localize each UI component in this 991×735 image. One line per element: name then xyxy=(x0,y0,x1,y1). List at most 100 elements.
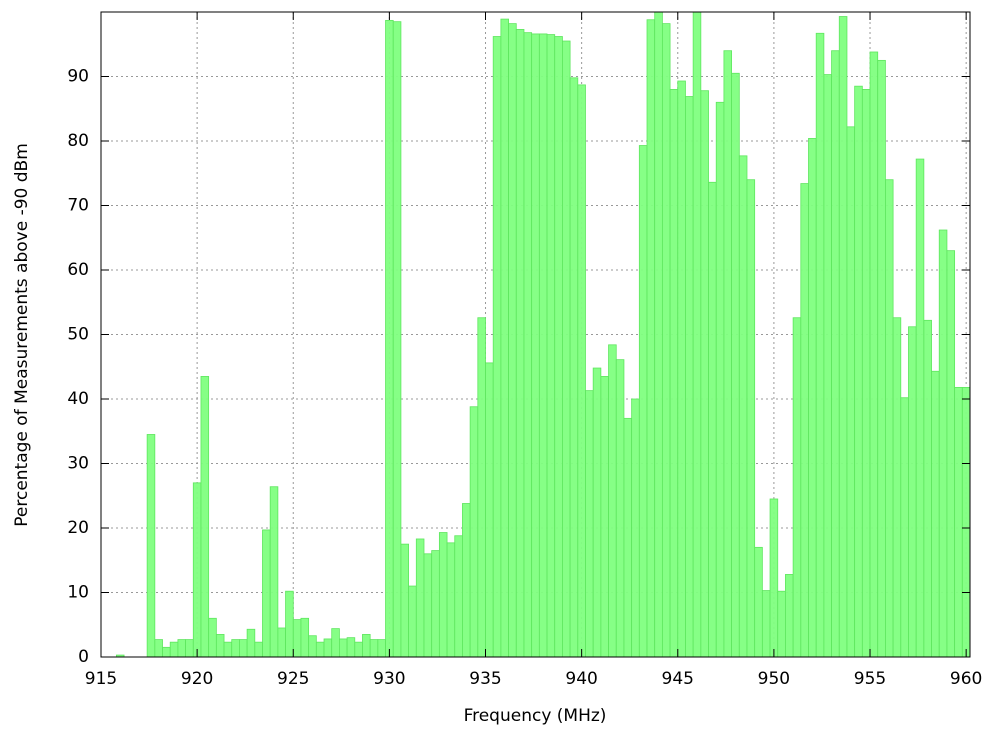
bar xyxy=(362,634,371,658)
bar xyxy=(554,36,563,658)
bar xyxy=(715,101,725,658)
y-tick-label: 20 xyxy=(67,518,89,538)
x-tick-label: 955 xyxy=(854,669,886,689)
bar xyxy=(215,634,225,658)
bar xyxy=(446,542,456,658)
bar xyxy=(562,40,571,658)
bar xyxy=(677,80,686,658)
bar xyxy=(438,532,448,658)
bar xyxy=(638,145,648,658)
bar xyxy=(785,574,794,658)
bar xyxy=(823,74,832,658)
bar xyxy=(838,16,848,658)
bar xyxy=(854,85,863,658)
x-tick-label: 945 xyxy=(662,669,694,689)
bar xyxy=(800,183,809,658)
y-tick-label: 40 xyxy=(67,389,89,409)
bar xyxy=(808,138,817,658)
bar xyxy=(954,386,963,658)
bar xyxy=(354,641,363,658)
bar xyxy=(377,639,386,658)
bar xyxy=(661,23,671,658)
bar xyxy=(323,638,333,658)
bar xyxy=(262,529,271,658)
bar xyxy=(462,503,471,658)
bar xyxy=(469,406,479,658)
bar xyxy=(738,155,748,658)
bar xyxy=(538,33,548,658)
bar xyxy=(877,59,886,658)
bar xyxy=(908,326,917,658)
bar xyxy=(500,18,509,658)
bar xyxy=(931,370,940,658)
bar xyxy=(169,641,179,658)
bar xyxy=(692,11,702,658)
bar xyxy=(523,32,533,658)
y-tick-label: 50 xyxy=(67,325,89,345)
bar xyxy=(623,417,633,658)
bar xyxy=(846,126,856,658)
plot-border xyxy=(100,11,971,658)
bar xyxy=(485,362,494,658)
axes: 0 10 20 30 40 50 60 70 80 90 915 920 925 930 935 940 945… xyxy=(67,11,982,689)
bar xyxy=(723,50,733,658)
bar xyxy=(338,638,348,658)
x-tick-label: 935 xyxy=(469,669,501,689)
y-tick-label: 30 xyxy=(67,454,89,474)
bar xyxy=(861,89,871,658)
bar xyxy=(239,639,248,658)
bar xyxy=(892,317,902,658)
bar xyxy=(885,179,894,658)
bar xyxy=(369,639,379,658)
bar xyxy=(508,23,517,658)
bar xyxy=(685,96,694,658)
bar xyxy=(531,33,540,658)
bar xyxy=(192,482,202,658)
bar xyxy=(331,628,340,658)
bar xyxy=(146,434,156,658)
bar xyxy=(423,553,433,658)
x-tick-label: 940 xyxy=(565,669,597,689)
bar xyxy=(408,585,417,658)
x-tick-label: 950 xyxy=(758,669,790,689)
y-tick-label: 90 xyxy=(67,67,89,87)
bar xyxy=(400,543,410,658)
bar xyxy=(831,50,840,658)
x-axis-label: Frequency (MHz) xyxy=(464,706,607,726)
x-tick-label: 925 xyxy=(277,669,309,689)
bar xyxy=(600,376,609,658)
bar xyxy=(477,317,486,658)
x-tick-label: 915 xyxy=(85,669,117,689)
bar xyxy=(285,590,294,658)
bar xyxy=(754,546,763,658)
bar xyxy=(731,72,740,658)
x-tick-label: 930 xyxy=(373,669,405,689)
bar xyxy=(815,32,825,658)
bar xyxy=(546,34,556,658)
bar xyxy=(300,617,310,658)
bar xyxy=(569,77,579,658)
bar xyxy=(708,181,717,658)
bar xyxy=(746,179,756,658)
bar xyxy=(915,158,925,658)
bar xyxy=(577,84,586,658)
bar xyxy=(769,498,779,658)
bar xyxy=(923,319,932,658)
bar xyxy=(654,11,663,658)
bar xyxy=(700,90,709,658)
bar xyxy=(761,590,771,658)
bar xyxy=(246,628,256,658)
x-tick-label: 920 xyxy=(181,669,213,689)
y-tick-label: 60 xyxy=(67,260,89,280)
bar xyxy=(777,590,786,658)
bar xyxy=(631,398,640,658)
bar xyxy=(431,550,440,658)
bar xyxy=(292,619,302,658)
bar xyxy=(269,486,279,658)
bar xyxy=(492,36,502,658)
bar xyxy=(792,317,802,658)
bar xyxy=(277,627,286,658)
bar xyxy=(585,390,594,658)
y-axis-label: Percentage of Measurements above -90 dBm xyxy=(12,143,32,527)
